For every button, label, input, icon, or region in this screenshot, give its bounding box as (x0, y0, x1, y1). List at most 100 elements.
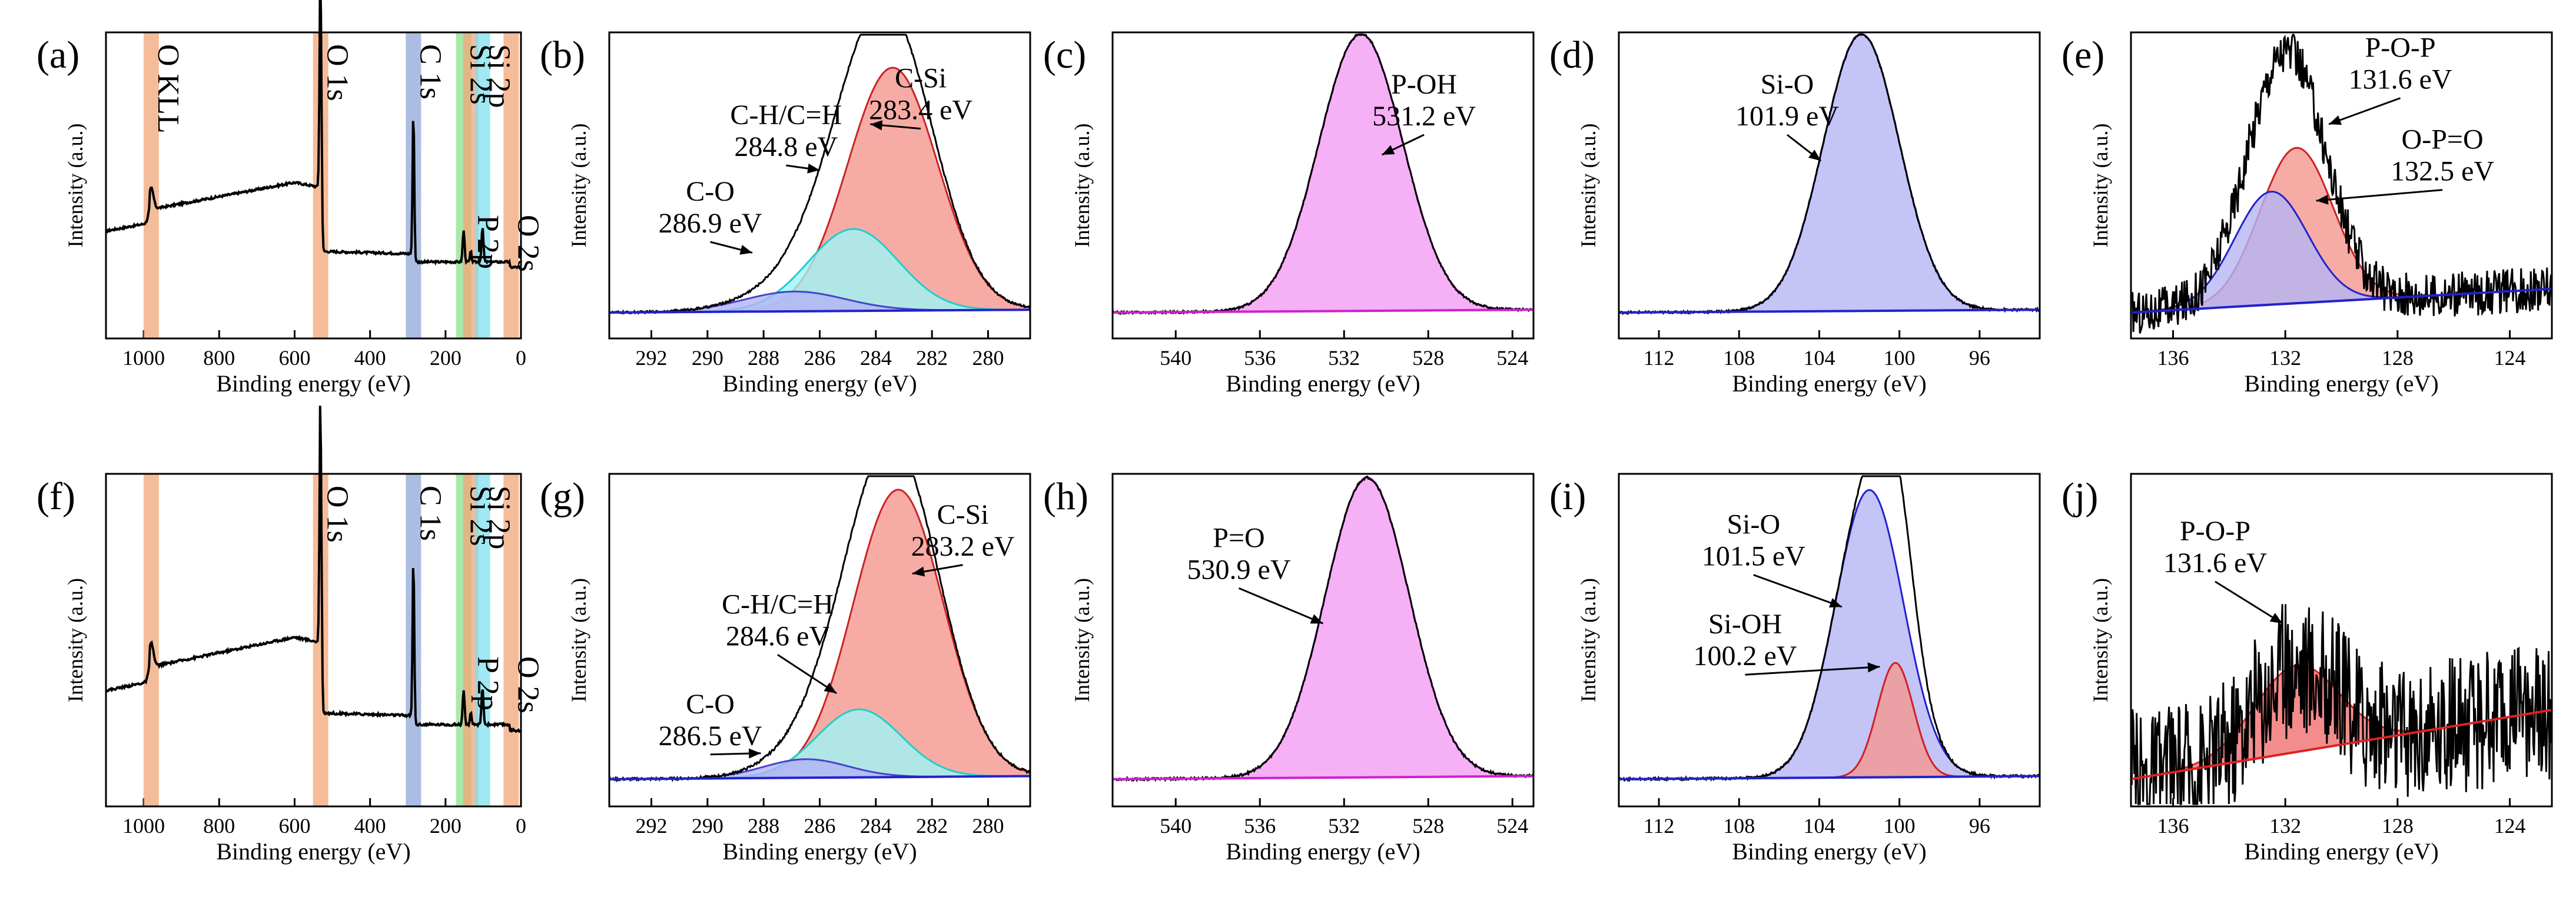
annotation-arrowhead-g (748, 748, 761, 759)
annotation-arrowhead-e (2329, 115, 2342, 125)
peak-label-a: C 1s (413, 44, 447, 99)
x-axis-label-h: Binding energy (eV) (1226, 838, 1420, 865)
annotation-arrowhead-i (1828, 598, 1842, 608)
energy-band-f (503, 474, 519, 806)
x-tick-label-i: 100 (1884, 814, 1916, 838)
y-axis-label-d: Intensity (a.u.) (1576, 124, 1600, 248)
panel-label-e: (e) (2062, 34, 2104, 77)
x-tick-label-d: 108 (1723, 346, 1755, 370)
peak-name-g: C-Si (937, 499, 989, 530)
x-tick-label-b: 290 (692, 346, 723, 370)
panel-label-b: (b) (540, 34, 585, 77)
x-tick-label-c: 528 (1412, 346, 1444, 370)
x-tick-label-b: 284 (860, 346, 892, 370)
x-tick-label-j: 124 (2494, 814, 2526, 838)
peak-label-f: C 1s (413, 486, 447, 541)
baseline-g (609, 775, 1031, 781)
annotation-arrowhead-b (739, 245, 753, 255)
panel-label-f: (f) (36, 475, 75, 518)
x-tick-label-e: 124 (2494, 346, 2526, 370)
peak-label-a: Si 2p (483, 44, 516, 108)
x-tick-label-f: 0 (516, 814, 526, 838)
plot-frame-d (1618, 31, 2041, 340)
x-tick-label-a: 400 (354, 346, 386, 370)
peak-label-f: Si 2s (464, 486, 497, 546)
x-tick-label-j: 136 (2157, 814, 2189, 838)
x-tick-label-g: 280 (972, 814, 1004, 838)
peak-energy-g: 286.5 eV (659, 720, 762, 752)
x-tick-label-c: 524 (1496, 346, 1528, 370)
panel-i: (i) Intensity (a.u.) Binding energy (eV) 11… (1549, 473, 2041, 865)
peak-name-b: C-Si (895, 63, 947, 94)
panel-label-c: (c) (1043, 34, 1086, 77)
x-tick-label-f: 600 (278, 814, 310, 838)
raw-spectrum-b (609, 34, 1031, 315)
x-tick-label-h: 532 (1328, 814, 1360, 838)
x-tick-label-b: 288 (748, 346, 779, 370)
annotation-arrow-j (2215, 580, 2283, 625)
x-tick-label-a: 600 (278, 346, 310, 370)
peak-name-e: O-P=O (2402, 124, 2484, 155)
x-tick-label-d: 104 (1803, 346, 1835, 370)
baseline-j (2130, 709, 2552, 781)
y-axis-label-h: Intensity (a.u.) (1070, 578, 1094, 702)
x-tick-label-d: 100 (1884, 346, 1916, 370)
annotation-arrow-i (1753, 574, 1843, 608)
x-tick-label-a: 1000 (122, 346, 165, 370)
plot-frame-e (2130, 31, 2553, 340)
baseline-b (609, 308, 1031, 314)
panel-label-h: (h) (1043, 475, 1088, 518)
peak-energy-b: 284.8 eV (734, 131, 838, 162)
baseline-d (1618, 308, 2040, 314)
panel-b: (b)Intensity (a.u.)Binding energy (eV)29… (540, 31, 1031, 397)
x-tick-label-c: 536 (1244, 346, 1276, 370)
x-tick-label-g: 282 (916, 814, 948, 838)
x-tick-label-g: 288 (748, 814, 779, 838)
peak-energy-c: 531.2 eV (1372, 101, 1476, 132)
peak-energy-g: 284.6 eV (726, 620, 829, 652)
x-axis-label-e: Binding energy (eV) (2244, 370, 2438, 397)
plot-frame-c (1111, 31, 1535, 340)
peak-label-a: Si 2s (464, 44, 497, 105)
annotation-arrowhead-j (2269, 613, 2283, 624)
annotation-arrowhead-d (1808, 150, 1821, 161)
panel-e: (e)Intensity (a.u.)Binding energy (eV)13… (2062, 31, 2553, 397)
x-tick-label-j: 128 (2382, 814, 2414, 838)
baseline-c (1112, 308, 1534, 314)
peak-name-h: P=O (1213, 522, 1264, 553)
baseline-e (2130, 287, 2552, 314)
x-axis-label-c: Binding energy (eV) (1226, 370, 1420, 397)
panel-label-j: (j) (2062, 475, 2098, 518)
peak-name-c: P-OH (1391, 69, 1457, 100)
peak-energy-h: 530.9 eV (1187, 554, 1291, 585)
x-tick-label-h: 524 (1496, 814, 1528, 838)
x-axis-label-j: Binding energy (eV) (2244, 838, 2438, 865)
x-tick-label-f: 1000 (122, 814, 165, 838)
peak-energy-d: 101.9 eV (1735, 101, 1839, 132)
energy-band-a (503, 32, 519, 338)
annotation-arrowhead-g (912, 566, 925, 577)
plot-frame-b (608, 31, 1031, 340)
peak-energy-e: 132.5 eV (2391, 156, 2494, 187)
y-axis-label-b: Intensity (a.u.) (567, 124, 590, 248)
x-tick-label-f: 800 (203, 814, 235, 838)
x-tick-label-d: 112 (1644, 346, 1675, 370)
annotation-arrowhead-g (824, 682, 837, 693)
x-tick-label-e: 128 (2382, 346, 2414, 370)
peak-name-i: Si-O (1727, 509, 1780, 540)
peak-label-f: O 1s (321, 486, 354, 543)
x-tick-label-c: 540 (1160, 346, 1191, 370)
plot-frame-g (608, 473, 1031, 808)
annotation-arrowhead-b (870, 120, 883, 131)
x-tick-label-e: 136 (2157, 346, 2189, 370)
x-tick-label-a: 0 (516, 346, 526, 370)
peak-label-a: O KLL (151, 44, 185, 134)
panel-d: (d) Intensity (a.u.) Binding energy (eV) 11… (1549, 31, 2041, 397)
x-tick-label-f: 200 (430, 814, 462, 838)
peak-name-g: C-O (686, 689, 735, 720)
peak-energy-e: 131.6 eV (2349, 64, 2452, 95)
energy-band-a (143, 32, 159, 338)
panel-a: (a) Intensity (a.u.) Binding energy (eV) 10… (36, 0, 545, 397)
annotation-arrow-h (1238, 587, 1324, 625)
x-tick-label-a: 800 (203, 346, 235, 370)
